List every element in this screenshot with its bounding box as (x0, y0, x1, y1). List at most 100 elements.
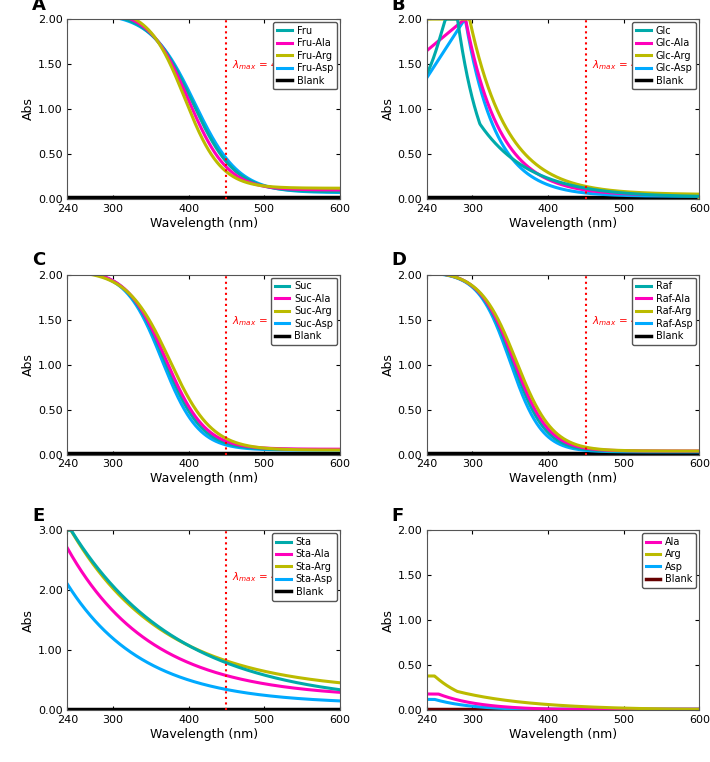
Line: Glc-Asp: Glc-Asp (427, 19, 699, 199)
Raf-Arg (422, 267, 431, 277)
Raf-Ala (588, 444, 596, 453)
Line: Sta-Arg: Sta-Arg (67, 530, 340, 683)
Sta-Arg (222, 656, 230, 665)
Raf-Asp (596, 447, 605, 456)
Blank (581, 448, 589, 457)
Fru-Arg (336, 184, 344, 193)
Glc-Asp (657, 191, 666, 200)
Glc-Ala (596, 187, 605, 197)
Glc (439, 21, 448, 30)
Suc-Asp (63, 267, 72, 276)
Blank (270, 193, 278, 202)
Text: $\lambda_{max}$ = 450 nm: $\lambda_{max}$ = 450 nm (592, 59, 671, 72)
Blank (229, 704, 237, 713)
Suc-Ala (236, 440, 245, 450)
Suc-Arg (297, 445, 306, 454)
Glc-Asp (596, 190, 605, 199)
Blank (336, 448, 344, 457)
X-axis label: Wavelength (nm): Wavelength (nm) (509, 472, 617, 485)
Blank (596, 448, 605, 457)
Blank (63, 704, 72, 713)
Fru-Asp (270, 184, 278, 193)
Line: Arg: Arg (427, 676, 699, 710)
Blank (236, 193, 245, 202)
Fru-Asp (222, 153, 230, 162)
Text: $\lambda_{max}$ = 450 nm: $\lambda_{max}$ = 450 nm (232, 570, 312, 584)
Text: D: D (392, 251, 407, 269)
Glc-Ala (581, 185, 590, 194)
Raf-Asp (588, 447, 596, 456)
Suc-Ala (270, 444, 278, 453)
Suc-Asp (336, 446, 344, 455)
Blank (581, 193, 589, 202)
Sta-Asp (336, 696, 344, 706)
Text: E: E (32, 507, 44, 525)
Raf-Asp (439, 270, 448, 279)
Blank (422, 448, 431, 457)
Raf-Asp (422, 268, 431, 277)
Blank (229, 448, 237, 457)
Sta (270, 673, 278, 682)
Suc-Arg (236, 440, 245, 449)
Raf (657, 447, 666, 456)
Blank (581, 704, 589, 713)
Fru-Ala (336, 185, 344, 194)
Asp (439, 697, 448, 706)
Raf-Ala (422, 267, 431, 277)
Ala (439, 691, 448, 700)
Fru-Asp (297, 187, 306, 196)
Legend: Sta, Sta-Ala, Sta-Arg, Sta-Asp, Blank: Sta, Sta-Ala, Sta-Arg, Sta-Asp, Blank (273, 533, 337, 600)
Glc-Arg (629, 187, 638, 197)
Blank (63, 448, 72, 457)
Suc (270, 444, 278, 453)
Sta-Arg (270, 669, 278, 678)
Glc (589, 185, 597, 194)
Raf-Arg (596, 445, 605, 454)
Sta (80, 546, 89, 555)
Line: Raf-Asp: Raf-Asp (427, 273, 699, 452)
Glc-Asp (422, 73, 431, 82)
Line: Raf: Raf (427, 273, 699, 451)
Blank (270, 704, 278, 713)
Sta (336, 685, 344, 694)
Raf (422, 268, 431, 277)
Y-axis label: Abs: Abs (381, 353, 395, 376)
Fru-Ala (270, 183, 278, 192)
Suc-Asp (229, 442, 237, 451)
Glc (442, 14, 450, 24)
Y-axis label: Abs: Abs (22, 98, 35, 120)
Raf-Arg (657, 447, 666, 456)
Y-axis label: Abs: Abs (22, 353, 35, 376)
Asp (581, 705, 589, 714)
Raf (596, 446, 605, 455)
Sta-Asp (270, 692, 278, 701)
Blank (336, 704, 344, 713)
Glc-Arg (422, 14, 431, 24)
Blank (270, 448, 278, 457)
Glc-Ala (422, 46, 431, 55)
Blank (63, 193, 72, 202)
Fru (229, 164, 237, 173)
Sta-Asp (80, 604, 89, 613)
X-axis label: Wavelength (nm): Wavelength (nm) (150, 728, 258, 741)
Line: Sta: Sta (67, 530, 340, 690)
Glc-Asp (461, 14, 469, 24)
Sta-Arg (229, 658, 237, 668)
Line: Glc-Ala: Glc-Ala (427, 19, 699, 199)
Raf-Ala (657, 447, 666, 456)
Glc-Arg (596, 184, 605, 194)
X-axis label: Wavelength (nm): Wavelength (nm) (150, 216, 258, 229)
Glc-Ala (657, 190, 666, 200)
Line: Ala: Ala (427, 694, 699, 710)
Raf (588, 446, 596, 455)
Line: Fru: Fru (67, 12, 340, 192)
Sta-Ala (63, 543, 72, 552)
Arg (657, 704, 666, 713)
Asp (422, 695, 431, 704)
Sta-Asp (63, 580, 72, 589)
X-axis label: Wavelength (nm): Wavelength (nm) (509, 728, 617, 741)
Line: Sta-Asp: Sta-Asp (67, 584, 340, 701)
Suc-Asp (222, 440, 230, 450)
Suc-Ala (336, 444, 344, 453)
Arg (588, 703, 596, 712)
